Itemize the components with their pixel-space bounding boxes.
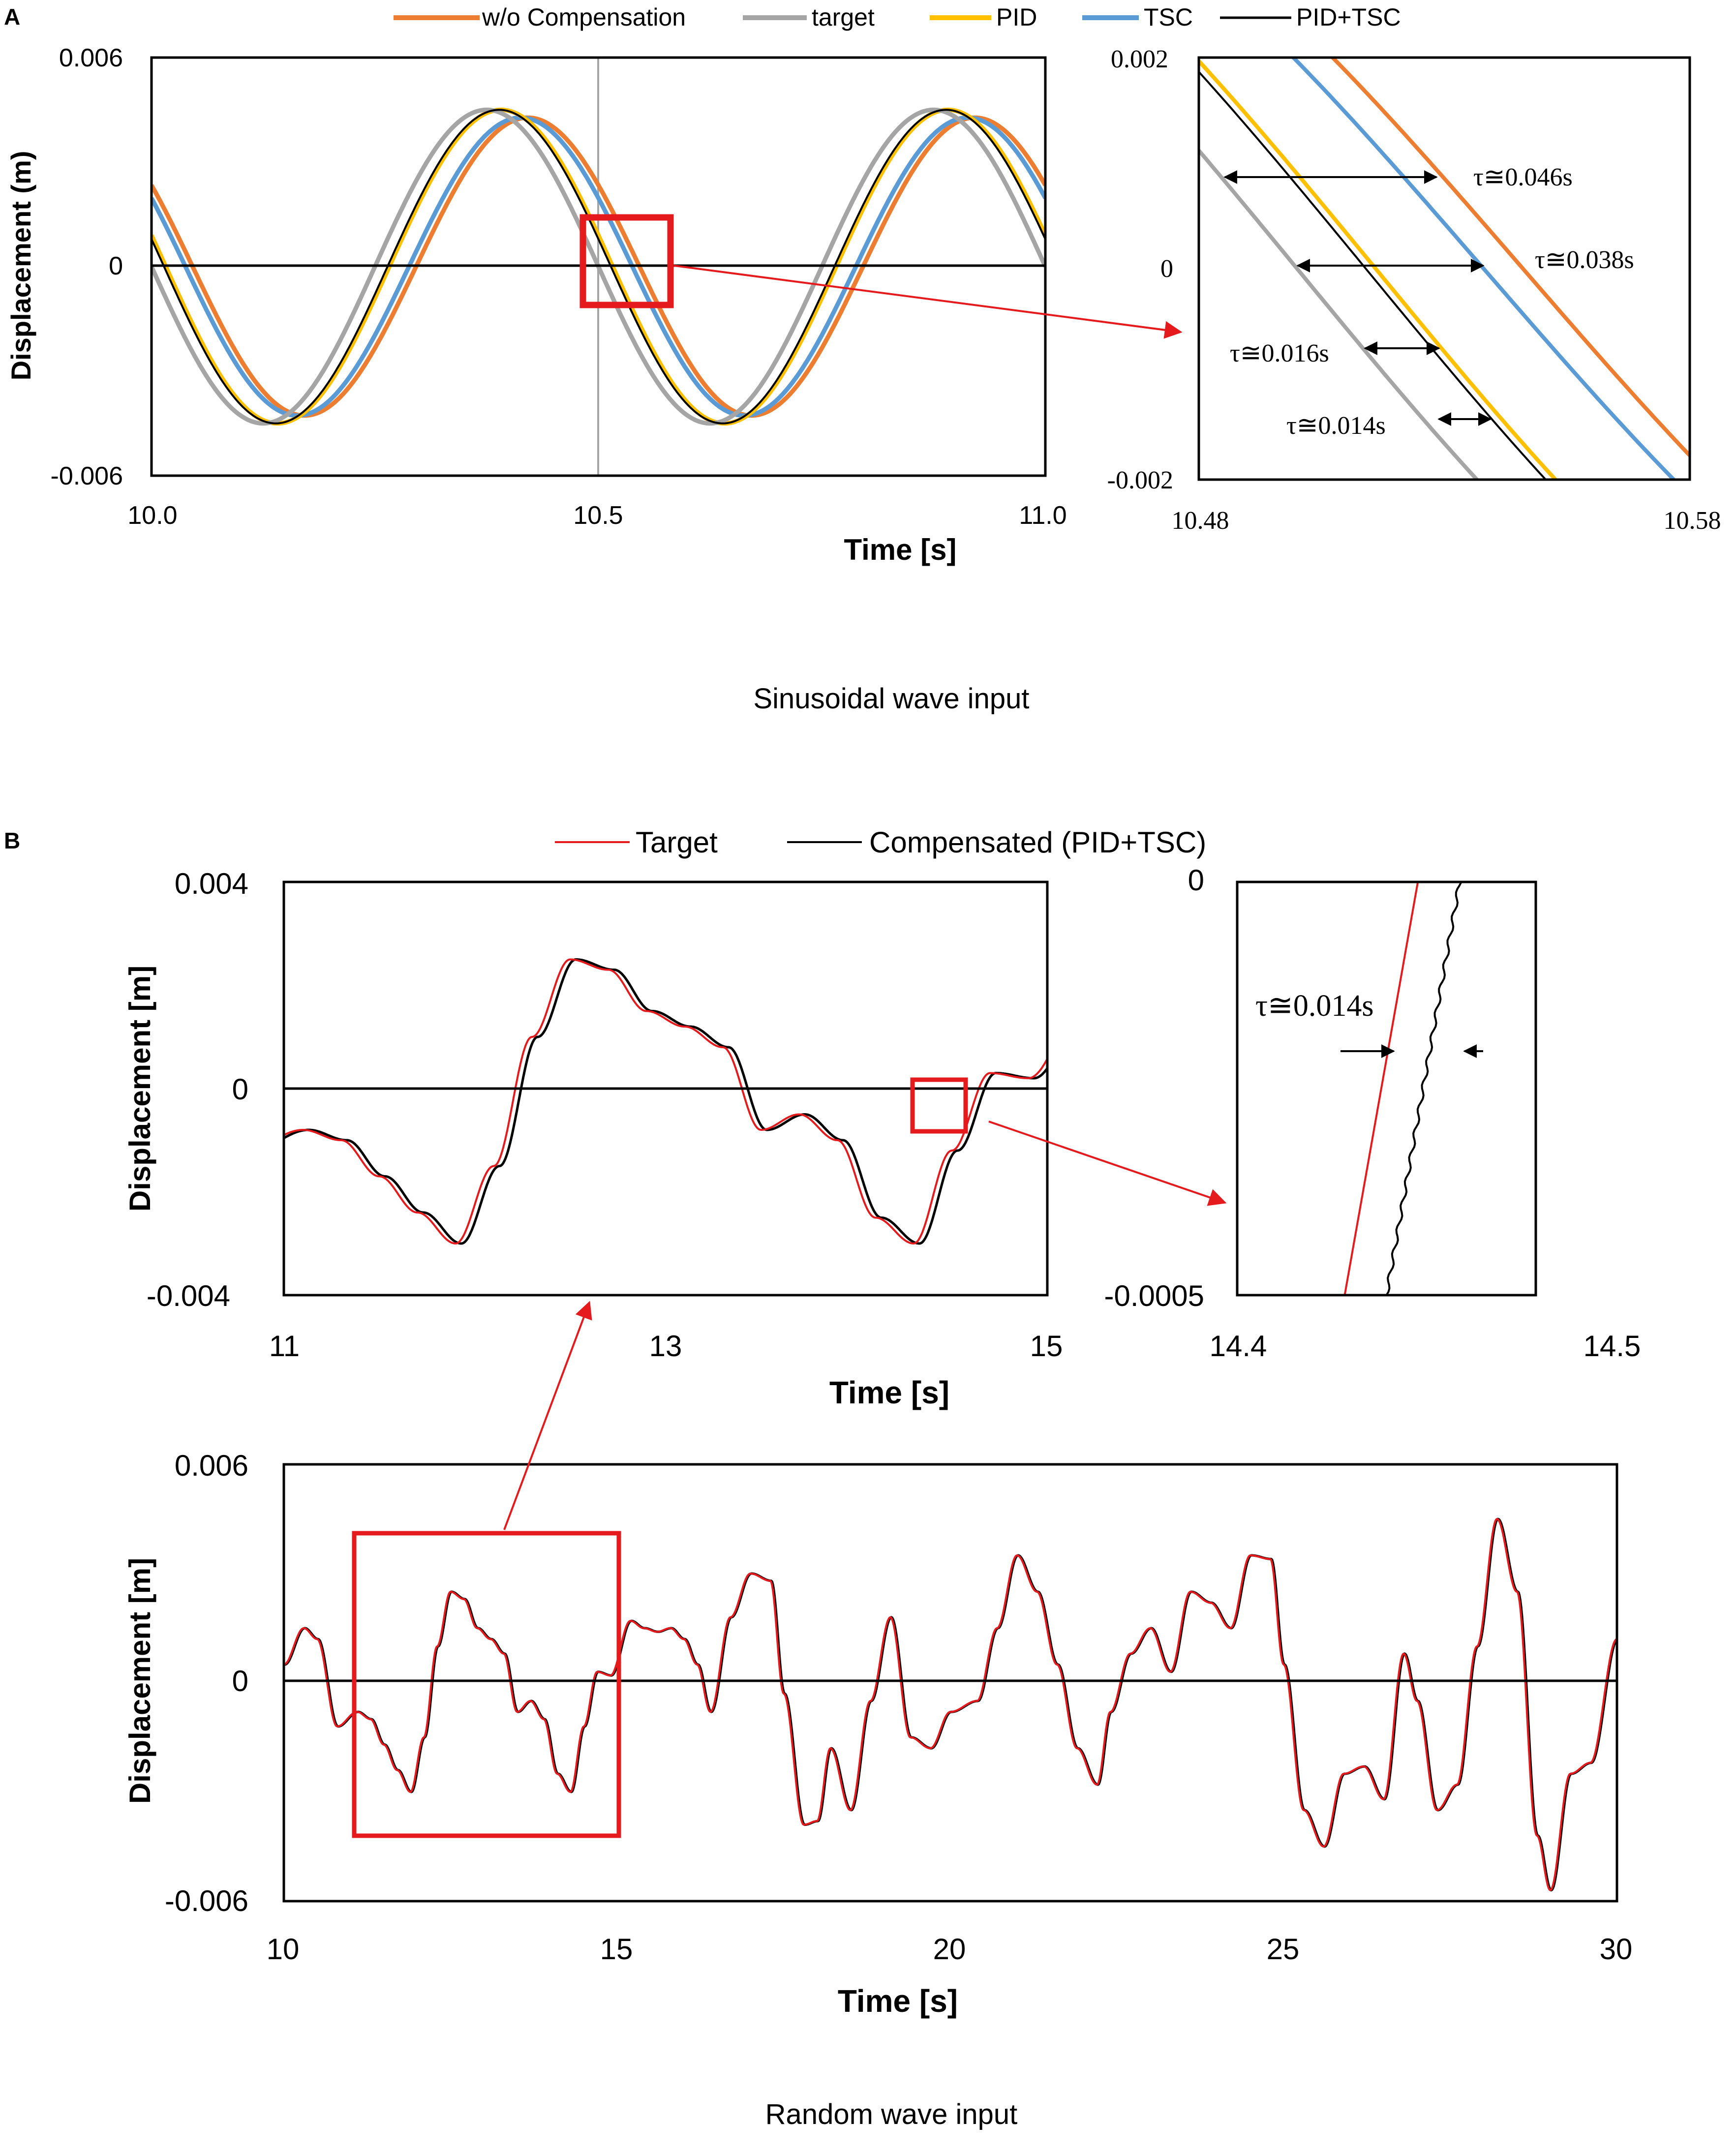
panel-letter-a: A	[4, 4, 20, 30]
legend-label-compensated-b: Compensated (PID+TSC)	[869, 826, 1206, 859]
legend-label-wo: w/o Compensation	[482, 3, 686, 31]
xtick-b-zoom1-15: 15	[1030, 1330, 1063, 1363]
ytick-b-zoom2-bottom: -0.0005	[1104, 1279, 1205, 1312]
series-group-a-zoom	[1199, 58, 1690, 480]
zoom-box-a	[579, 214, 674, 308]
zoom-box-b-small	[910, 1077, 968, 1134]
ylabel-b-zoom1: Displacement [m]	[123, 966, 156, 1212]
zoom2-series-compensated-line	[1385, 882, 1462, 1295]
tau-label-046: τ≅0.046s	[1473, 163, 1573, 191]
ytick-b-main-zero: 0	[232, 1665, 248, 1698]
ytick-a-zoom-top: 0.002	[1111, 45, 1168, 73]
xtick-a-main-10.5: 10.5	[573, 501, 623, 530]
zoom-arrow-b-large	[503, 1301, 592, 1530]
tau-label-038: τ≅0.038s	[1535, 246, 1634, 274]
ytick-a-main-bottom: -0.006	[51, 462, 123, 490]
xlabel-b-main: Time [s]	[838, 1983, 958, 2019]
xtick-b-main-15: 15	[600, 1933, 633, 1966]
zoom1-series-target-line	[284, 958, 1047, 1244]
zoom-box-b-large	[352, 1531, 621, 1838]
xtick-a-zoom-left: 10.48	[1172, 507, 1229, 535]
caption-a: Sinusoidal wave input	[753, 683, 1029, 715]
plot-frame-b-zoom1	[282, 880, 1049, 1297]
xlabel-a: Time [s]	[844, 533, 957, 566]
ytick-a-main-top: 0.006	[59, 44, 123, 72]
tau-label-b: τ≅0.014s	[1255, 989, 1374, 1023]
series-target-line	[284, 1518, 1617, 1891]
series-group-b-zoom2	[1343, 882, 1462, 1295]
xtick-b-main-20: 20	[933, 1933, 966, 1966]
zoom-series-wo-line	[1330, 58, 1690, 457]
xtick-b-zoom1-13: 13	[649, 1330, 682, 1363]
legend-label-target: target	[812, 3, 875, 31]
tau-label-016: τ≅0.016s	[1230, 339, 1329, 367]
chart-b-zoom2: 0 -0.0005 14.4 14.5 τ≅0.014s	[1104, 864, 1641, 1363]
ylabel-a: Displacement (m)	[5, 151, 36, 381]
xtick-b-zoom1-11: 11	[269, 1330, 300, 1363]
chart-b-zoom1: 0.004 0 -0.004 11 13 15 Time [s] Displac…	[123, 867, 1227, 1410]
plot-frame-b-zoom2	[1236, 880, 1537, 1297]
zoom-series-pidtsc-line	[1199, 71, 1547, 480]
ytick-b-zoom1-zero: 0	[232, 1073, 248, 1106]
plot-frame-a-main	[150, 56, 1047, 477]
zoom-series-pid-line	[1199, 60, 1558, 480]
zoom-series-tsc-line	[1290, 58, 1677, 480]
zoom-arrow-a	[673, 265, 1183, 339]
plot-frame-b-main	[282, 1463, 1618, 1903]
chart-b-main: 0.006 0 -0.006 10 15 20 25 30 Time [s] D…	[123, 1301, 1633, 2019]
caption-b: Random wave input	[765, 2098, 1018, 2130]
xtick-a-main-10.0: 10.0	[127, 501, 177, 530]
legend-label-target-b: Target	[636, 826, 718, 859]
plot-frame-a-zoom	[1197, 56, 1691, 481]
series-group-b-main	[284, 1517, 1617, 1892]
ytick-b-main-bottom: -0.006	[165, 1884, 248, 1917]
ytick-a-zoom-zero: 0	[1160, 255, 1173, 283]
xtick-b-main-10: 10	[267, 1933, 300, 1966]
series-group-b-zoom1	[284, 958, 1047, 1245]
chart-a-main: 0.006 0 -0.006 10.0 10.5 11.0 Time [s] D…	[5, 44, 1183, 566]
ytick-b-main-top: 0.006	[175, 1449, 248, 1482]
zoom1-series-compensated-line	[284, 958, 1047, 1245]
series-pid-line	[152, 107, 1045, 426]
legend-label-pid: PID	[996, 3, 1037, 31]
legend-a: w/o Compensation target PID TSC PID+TSC	[394, 3, 1401, 31]
xtick-b-main-30: 30	[1600, 1933, 1633, 1966]
legend-label-tsc: TSC	[1144, 3, 1193, 31]
ylabel-b-main: Displacement [m]	[123, 1558, 156, 1804]
zoom-series-target-line	[1199, 149, 1480, 480]
xlabel-b-zoom1: Time [s]	[829, 1375, 949, 1410]
series-pidtsc-line	[152, 109, 1045, 425]
xtick-b-zoom2-right: 14.5	[1584, 1330, 1641, 1363]
zoom-arrow-b-small	[988, 1121, 1227, 1206]
chart-a-zoom: 0.002 0 -0.002 10.48 10.58 τ≅0.046s τ≅0.…	[1107, 45, 1721, 535]
xtick-a-zoom-right: 10.58	[1664, 507, 1721, 535]
ytick-a-zoom-bottom: -0.002	[1107, 466, 1173, 494]
ytick-b-zoom1-bottom: -0.004	[147, 1279, 230, 1312]
xtick-b-main-25: 25	[1267, 1933, 1300, 1966]
ytick-b-zoom2-top: 0	[1188, 864, 1204, 897]
ytick-b-zoom1-top: 0.004	[175, 867, 248, 900]
xtick-a-main-11.0: 11.0	[1019, 501, 1066, 530]
ytick-a-main-zero: 0	[109, 252, 123, 280]
xtick-b-zoom2-left: 14.4	[1210, 1330, 1267, 1363]
legend-label-pidtsc: PID+TSC	[1296, 3, 1401, 31]
legend-b: Target Compensated (PID+TSC)	[555, 826, 1206, 859]
tau-label-014: τ≅0.014s	[1286, 412, 1386, 440]
panel-letter-b: B	[4, 828, 20, 853]
zoom2-series-target-line	[1343, 882, 1419, 1295]
